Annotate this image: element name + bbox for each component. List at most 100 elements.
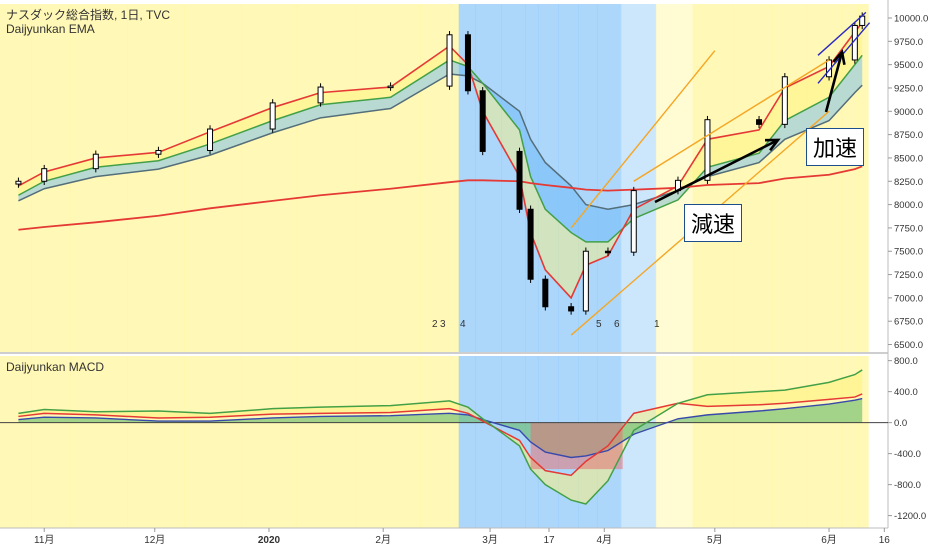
accel-channel-lower [817, 22, 871, 84]
price-tick-label: 9750.0 [894, 37, 923, 48]
stage-band-main [841, 4, 860, 352]
stage-band-macd [31, 356, 71, 528]
accel-annotation: 加速 [806, 128, 865, 166]
stage-band-main [127, 4, 185, 352]
price-candle [41, 168, 48, 182]
price-candle [604, 250, 611, 254]
price-candle [630, 190, 637, 253]
stage-band-macd [241, 356, 298, 528]
stage-band-macd [127, 356, 185, 528]
channel-mid-line [633, 59, 830, 182]
price-tick-label: 10000.0 [894, 13, 928, 24]
stage-band-macd [296, 356, 357, 528]
time-tick-label: 2020 [258, 535, 281, 546]
macd-indicator-label: Daijyunkan MACD [6, 360, 105, 374]
time-tick-label: 16 [879, 535, 891, 546]
channel-upper-line [570, 50, 716, 229]
price-candle [446, 34, 453, 87]
time-tick-label: 5月 [707, 534, 723, 546]
decel-arrow [654, 138, 779, 204]
macd-lower-line [18, 397, 863, 459]
stage-band-macd [0, 356, 32, 528]
stage-band-macd [420, 356, 460, 528]
price-tick-label: 8500.0 [894, 153, 923, 164]
stage-band-macd [858, 356, 869, 528]
time-tick-label: 4月 [597, 534, 613, 546]
time-tick-label: 12月 [144, 534, 165, 546]
stage-band-macd [841, 356, 860, 528]
stage-band-macd [655, 356, 694, 528]
stage-mark: 1 [654, 319, 660, 330]
price-candle [516, 150, 523, 210]
stage-band-macd [475, 356, 502, 528]
ema-indicator-label: Daijyunkan EMA [6, 22, 95, 36]
macd-upper-line [18, 369, 863, 505]
stage-mark: 6 [614, 319, 620, 330]
price-tick-label: 8000.0 [894, 200, 923, 211]
price-candle [756, 119, 763, 125]
stage-band-main [475, 4, 502, 352]
price-tick-label: 9000.0 [894, 107, 923, 118]
price-tick-label: 6750.0 [894, 317, 923, 328]
accel-channel-upper [817, 11, 867, 56]
stage-band-main [296, 4, 357, 352]
stage-band-main [355, 4, 421, 352]
macd-mid-line [18, 393, 863, 477]
price-tick-label: 9500.0 [894, 60, 923, 71]
price-candle [387, 85, 394, 89]
time-tick-label: 11月 [34, 534, 54, 546]
ema-200-line [18, 165, 863, 231]
stage-band-macd [733, 356, 773, 528]
macd-tick-label: -400.0 [894, 449, 921, 460]
stage-band-macd [771, 356, 808, 528]
price-candle [155, 149, 162, 155]
stage-band-main [70, 4, 128, 352]
price-candle [464, 34, 471, 92]
stage-band-main [31, 4, 71, 352]
price-candle [269, 102, 276, 130]
price-candle [479, 90, 486, 152]
price-tick-label: 9250.0 [894, 83, 923, 94]
macd-tick-label: 400.0 [894, 387, 918, 398]
stage-band-macd [355, 356, 421, 528]
price-candle [207, 128, 214, 151]
price-tick-label: 7000.0 [894, 293, 923, 304]
price-candle [527, 208, 534, 280]
stage-band-main [458, 4, 476, 352]
price-tick-label: 8250.0 [894, 177, 923, 188]
macd-tick-label: 0.0 [894, 418, 907, 429]
price-tick-label: 7500.0 [894, 247, 923, 258]
stage-mark: 4 [460, 319, 466, 330]
stage-band-macd [692, 356, 734, 528]
stage-band-main [558, 4, 579, 352]
stage-band-macd [184, 356, 242, 528]
time-tick-label: 17 [543, 535, 555, 546]
macd-tick-label: -800.0 [894, 480, 921, 491]
chart-title: ナスダック総合指数, 1日, TVC [6, 8, 171, 22]
price-candle [317, 86, 324, 104]
ema-long-line [18, 73, 863, 211]
time-tick-label: 6月 [821, 534, 837, 546]
price-tick-label: 8750.0 [894, 130, 923, 141]
stage-band-main [596, 4, 622, 352]
stage-band-main [655, 4, 694, 352]
stage-band-main [858, 4, 869, 352]
stage-band-main [692, 4, 734, 352]
stage-band-main [184, 4, 242, 352]
stage-band-main [0, 4, 32, 352]
stage-band-macd [70, 356, 128, 528]
price-tick-label: 7250.0 [894, 270, 923, 281]
price-candle [568, 306, 575, 312]
time-tick-label: 2月 [375, 534, 391, 546]
price-candle [542, 278, 549, 308]
stage-mark: 3 [440, 319, 446, 330]
price-candle [781, 76, 788, 125]
price-candle [15, 180, 22, 185]
price-candle [92, 153, 99, 170]
price-candle [704, 119, 711, 181]
stage-mark: 5 [596, 319, 602, 330]
stage-mark: 2 [432, 319, 438, 330]
time-tick-label: 3月 [482, 534, 498, 546]
accel-arrow-head [832, 49, 846, 66]
